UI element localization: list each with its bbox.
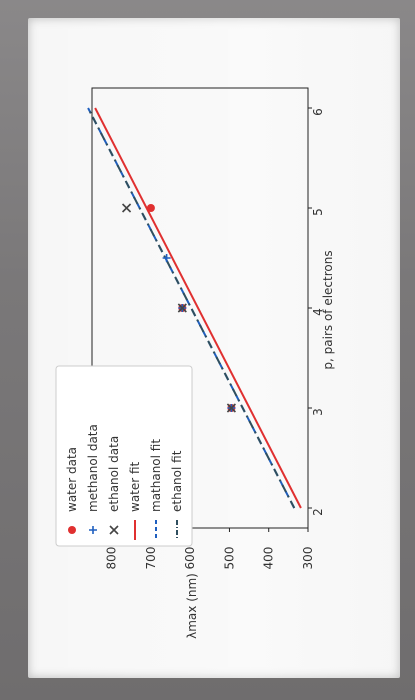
y-axis-title: λmax (nm) <box>185 573 199 639</box>
fit-line-ethanol-fit <box>87 107 296 509</box>
ethanol-data-point <box>226 403 236 413</box>
ethanol-data-point <box>177 303 187 313</box>
x-tick-label: 3 <box>311 408 325 416</box>
legend-label: ethanol fit <box>170 450 184 512</box>
water-data-point <box>146 204 155 212</box>
legend-marker-water <box>68 526 76 534</box>
x-tick-label: 2 <box>311 508 325 516</box>
y-tick-label: 800 <box>105 547 119 570</box>
plot-area: 2 3 4 5 6 300 400 500 600 700 800 p, pairs of elect… <box>55 87 335 639</box>
legend-box <box>55 365 193 547</box>
x-axis-title: p, pairs of electrons <box>321 250 335 369</box>
legend-marker-methanol <box>89 526 97 534</box>
y-tick-label: 500 <box>222 547 236 570</box>
legend-label: water fit <box>128 461 142 512</box>
x-tick-label: 4 <box>311 308 325 316</box>
y-tick-label: 700 <box>144 547 158 570</box>
y-tick-label: 600 <box>183 547 197 570</box>
ethanol-data-point <box>121 203 132 213</box>
fit-line-water-fit <box>94 107 302 509</box>
legend-label: ethanol data <box>107 436 121 512</box>
methanol-data-point <box>162 254 171 262</box>
legend-label: mathanol fit <box>149 439 163 512</box>
x-tick-label: 6 <box>311 108 325 116</box>
legend-label: methanol data <box>86 424 100 512</box>
legend-marker-ethanol <box>109 525 119 535</box>
monitor-screen <box>28 18 400 678</box>
x-tick-label: 5 <box>311 208 325 216</box>
y-tick-label: 300 <box>301 547 315 570</box>
legend-label: water data <box>65 447 79 512</box>
y-tick-label: 400 <box>262 547 276 570</box>
